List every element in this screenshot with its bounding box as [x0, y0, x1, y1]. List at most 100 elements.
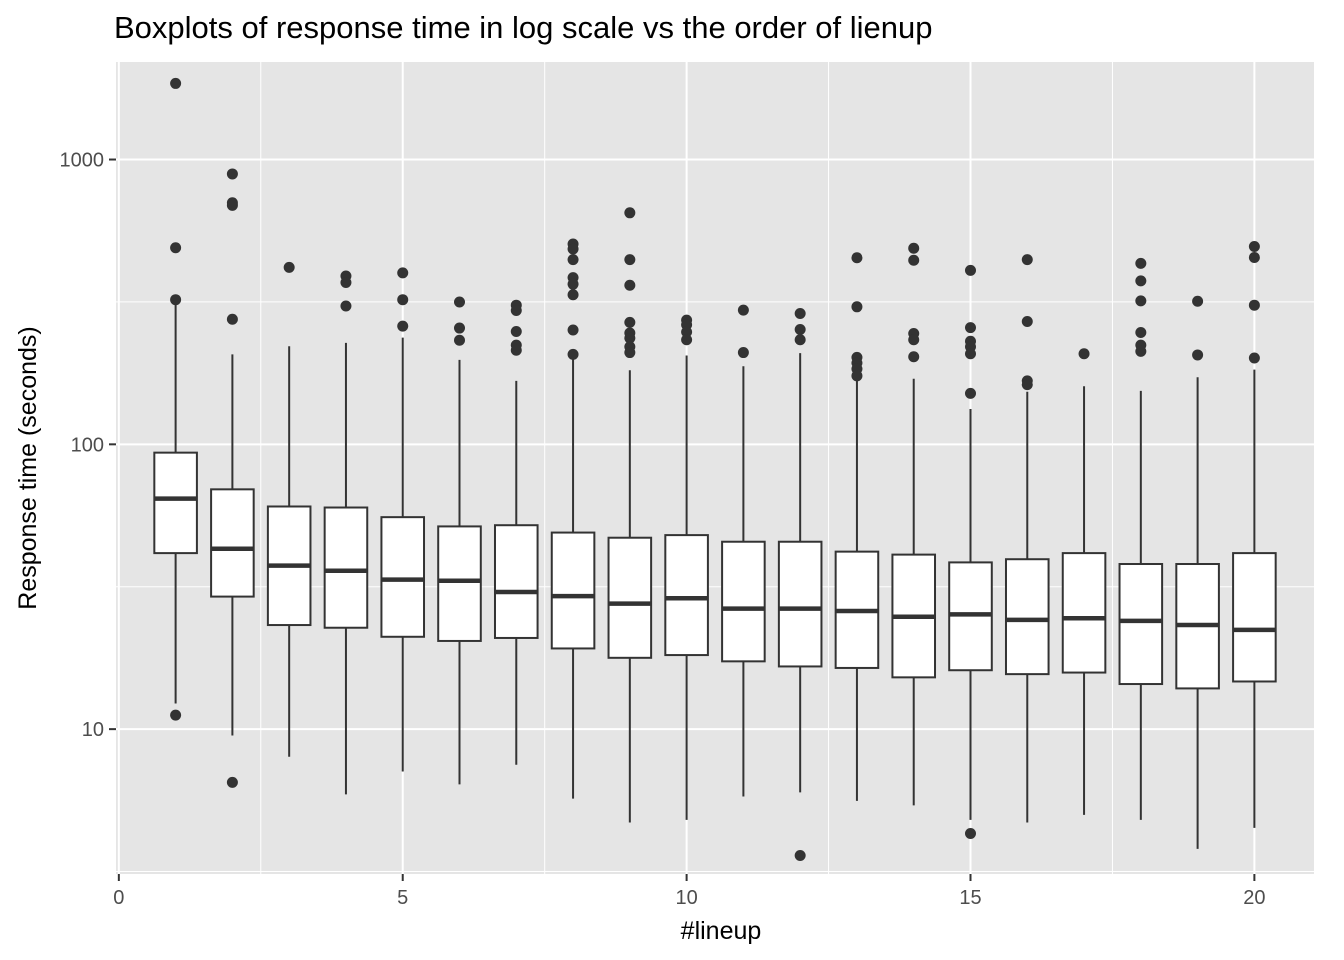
- outlier-point: [624, 207, 636, 219]
- outlier-point: [908, 242, 920, 254]
- x-tick-label: 0: [113, 887, 124, 909]
- outlier-point: [1135, 257, 1147, 269]
- outlier-point: [170, 77, 182, 89]
- box-7: [493, 299, 539, 765]
- box-iqr: [664, 534, 709, 657]
- box-iqr: [550, 531, 596, 650]
- box-series: [153, 77, 1277, 862]
- box-iqr: [380, 516, 426, 638]
- outlier-point: [170, 294, 182, 306]
- box-20: [1232, 241, 1277, 828]
- box-19: [1175, 295, 1220, 849]
- outlier-point: [1135, 326, 1147, 338]
- outlier-point: [1248, 299, 1260, 311]
- box-4: [323, 270, 369, 795]
- outlier-point: [964, 322, 976, 334]
- outlier-point: [340, 277, 352, 289]
- plot-panel: [116, 62, 1314, 874]
- outlier-point: [681, 334, 693, 346]
- box-iqr: [153, 451, 198, 555]
- outlier-point: [454, 322, 466, 334]
- outlier-point: [964, 828, 976, 840]
- outlier-point: [794, 334, 806, 346]
- box-iqr: [323, 506, 369, 629]
- outlier-point: [170, 709, 182, 721]
- outlier-point: [624, 316, 636, 328]
- x-tick-label: 15: [959, 887, 981, 909]
- x-axis-title: #lineup: [681, 917, 762, 945]
- outlier-point: [908, 254, 920, 266]
- box-17: [1061, 348, 1107, 815]
- outlier-point: [226, 776, 238, 788]
- x-tick-label: 20: [1243, 887, 1265, 909]
- outlier-point: [510, 305, 522, 317]
- box-iqr: [210, 488, 255, 598]
- box-12: [777, 307, 823, 862]
- outlier-point: [1135, 275, 1147, 287]
- outlier-point: [567, 278, 579, 290]
- outlier-point: [624, 279, 636, 291]
- outlier-point: [794, 850, 806, 862]
- box-iqr: [1004, 558, 1050, 676]
- outlier-point: [340, 300, 352, 312]
- outlier-point: [567, 348, 579, 360]
- outlier-point: [737, 347, 749, 359]
- outlier-point: [1021, 379, 1033, 391]
- box-11: [721, 304, 766, 797]
- box-iqr: [777, 540, 823, 668]
- outlier-point: [964, 264, 976, 276]
- box-2: [210, 168, 255, 788]
- outlier-point: [1135, 295, 1147, 307]
- outlier-point: [397, 294, 409, 306]
- outlier-point: [567, 243, 579, 255]
- outlier-point: [510, 325, 522, 337]
- grid-lines: [116, 62, 1314, 874]
- outlier-point: [1248, 241, 1260, 253]
- box-5: [380, 267, 426, 772]
- outlier-point: [283, 261, 295, 273]
- outlier-point: [737, 304, 749, 316]
- outlier-point: [226, 199, 238, 211]
- outlier-point: [794, 324, 806, 336]
- outlier-point: [1078, 348, 1090, 360]
- outlier-point: [964, 348, 976, 360]
- box-iqr: [607, 536, 653, 659]
- outlier-point: [1248, 251, 1260, 263]
- box-18: [1118, 257, 1164, 820]
- box-13: [834, 252, 880, 801]
- box-1: [153, 77, 198, 721]
- box-iqr: [1061, 552, 1107, 674]
- box-3: [266, 261, 312, 757]
- outlier-point: [908, 334, 920, 346]
- outlier-point: [624, 347, 636, 359]
- box-10: [664, 314, 709, 820]
- x-tick-label: 10: [675, 887, 697, 909]
- chart-title: Boxplots of response time in log scale v…: [114, 10, 933, 45]
- box-8: [550, 238, 596, 799]
- box-6: [437, 296, 482, 785]
- outlier-point: [1135, 345, 1147, 357]
- box-iqr: [1232, 552, 1277, 683]
- box-iqr: [721, 540, 766, 663]
- y-axis-title: Response time (seconds): [14, 326, 42, 609]
- x-tick-label: 5: [397, 887, 408, 909]
- outlier-point: [624, 332, 636, 344]
- box-iqr: [493, 524, 539, 639]
- box-9: [607, 207, 653, 823]
- outlier-point: [794, 307, 806, 319]
- outlier-point: [567, 289, 579, 301]
- box-14: [891, 242, 937, 806]
- outlier-point: [851, 252, 863, 264]
- outlier-point: [851, 301, 863, 313]
- outlier-point: [397, 320, 409, 332]
- box-16: [1004, 254, 1050, 823]
- box-iqr: [437, 525, 482, 642]
- axes: 0 5 10 15 20 10 100 1000: [60, 150, 1266, 909]
- y-tick-label: 10: [82, 719, 104, 741]
- outlier-point: [1021, 315, 1033, 327]
- outlier-point: [624, 254, 636, 266]
- outlier-point: [567, 324, 579, 336]
- y-tick-label: 1000: [60, 150, 105, 172]
- box-15: [948, 264, 993, 840]
- outlier-point: [681, 326, 693, 338]
